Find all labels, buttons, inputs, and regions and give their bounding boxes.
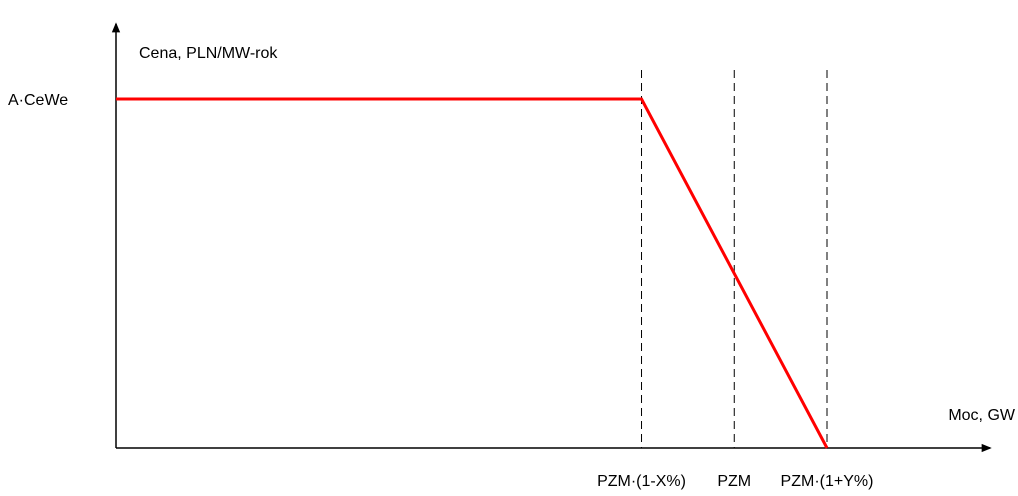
series-line-1 — [116, 97, 829, 449]
y-axis-label: Cena, PLN/MW-rok — [139, 45, 278, 62]
series-layer — [116, 97, 829, 449]
guide-lines — [641, 70, 828, 448]
x-tick-label-1: PZM·(1-X%) — [597, 473, 686, 490]
x-tick-label-2: PZM — [717, 473, 751, 490]
y-tick-labels: A·CeWe — [8, 92, 68, 109]
x-tick-label-3: PZM·(1+Y%) — [781, 473, 874, 490]
x-tick-labels: PZM·(1-X%) PZM PZM·(1+Y%) — [597, 473, 873, 490]
x-axis-label: Moc, GW — [948, 407, 1016, 424]
y-tick-label-1: A·CeWe — [8, 92, 68, 109]
